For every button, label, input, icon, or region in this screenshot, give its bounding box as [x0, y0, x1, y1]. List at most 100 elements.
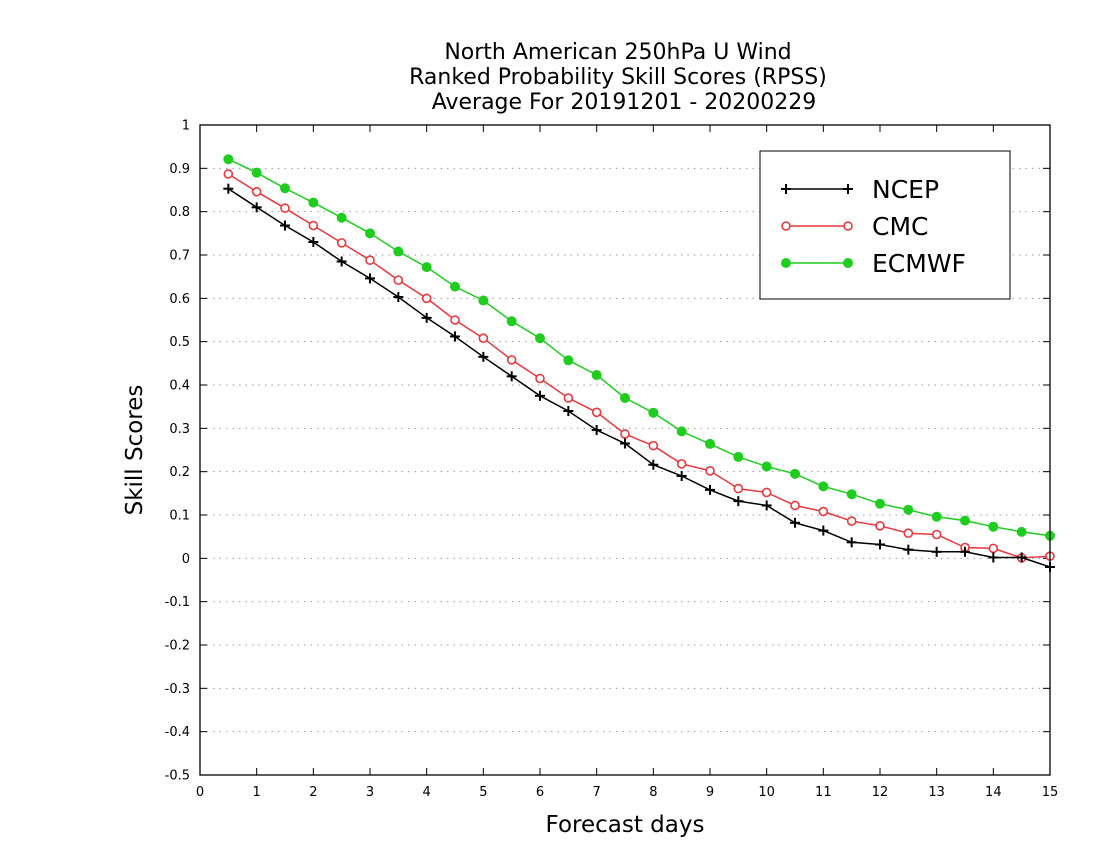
ncep-point	[1016, 552, 1027, 563]
legend-label-ecmwf: ECMWF	[872, 249, 966, 278]
x-tick-label: 13	[928, 785, 945, 800]
y-tick-label: -0.5	[165, 769, 190, 784]
y-tick-label: 0.1	[169, 509, 190, 524]
ncep-point	[931, 546, 942, 557]
x-tick-label: 6	[536, 785, 544, 800]
ncep-point	[761, 500, 772, 511]
ecmwf-point	[251, 167, 262, 178]
ncep-point	[421, 312, 432, 323]
cmc-point	[676, 459, 687, 469]
cmc-point	[535, 373, 545, 384]
ecmwf-point	[478, 295, 489, 306]
ecmwf-point	[1016, 526, 1027, 537]
x-tick-label: 12	[872, 785, 889, 800]
ncep-point	[563, 406, 574, 416]
ecmwf-point	[535, 333, 545, 344]
cmc-point	[450, 315, 460, 325]
x-tick-label: 11	[815, 785, 832, 800]
x-tick-label: 4	[423, 785, 431, 800]
cmc-point	[790, 500, 800, 511]
ecmwf-point	[648, 407, 659, 418]
cmc-point	[875, 521, 885, 531]
y-tick-label: 0	[182, 552, 190, 567]
ecmwf-point	[393, 246, 404, 257]
y-tick-label: 0.6	[169, 292, 190, 307]
y-tick-label: 0.5	[169, 335, 190, 350]
y-tick-label: 0.4	[169, 379, 190, 394]
legend-box	[759, 150, 1011, 300]
cmc-point	[478, 333, 489, 344]
cmc-point	[223, 169, 234, 179]
ncep-point	[251, 202, 262, 213]
ecmwf-point	[903, 504, 914, 515]
x-tick-label: 8	[649, 785, 657, 800]
x-tick-label: 2	[309, 785, 317, 800]
ecmwf-point	[308, 197, 319, 208]
cmc-point	[365, 255, 375, 266]
y-tick-label: 0.2	[169, 465, 190, 480]
cmc-point	[251, 186, 262, 197]
y-axis-label: Skill Scores	[122, 385, 148, 516]
ncep-point	[846, 537, 857, 548]
y-tick-label: 0.7	[169, 249, 190, 264]
ecmwf-point	[563, 355, 574, 366]
legend-item-ecmwf: ECMWF	[781, 249, 966, 278]
plot-area-frame	[199, 124, 1051, 776]
legend-label-cmc: CMC	[872, 212, 928, 241]
ecmwf-point	[705, 438, 715, 449]
legend-marker-start-ecmwf	[781, 258, 791, 268]
ecmwf-point	[280, 183, 290, 194]
ncep-point	[591, 425, 602, 436]
cmc-point	[818, 506, 829, 517]
ecmwf-point	[591, 370, 602, 381]
ncep-point	[450, 331, 460, 342]
ecmwf-point	[818, 481, 829, 492]
ncep-point	[336, 256, 347, 267]
legend-item-ncep: NCEP	[781, 175, 939, 204]
ncep-point	[988, 552, 999, 563]
cmc-point	[280, 203, 290, 213]
ncep-point	[308, 237, 319, 247]
ecmwf-point	[450, 281, 460, 292]
ncep-point	[393, 292, 404, 303]
ncep-point	[648, 459, 659, 470]
ncep-point	[676, 471, 687, 481]
legend-marker-end-cmc	[843, 221, 853, 231]
ecmwf-point	[365, 228, 375, 239]
x-tick-label: 14	[985, 785, 1002, 800]
ecmwf-point	[421, 262, 432, 273]
y-tick-label: 0.8	[169, 205, 190, 220]
series-ncep	[223, 183, 1055, 572]
x-tick-label: 1	[253, 785, 261, 800]
ncep-point	[506, 371, 517, 382]
cmc-point	[931, 529, 942, 540]
ncep-point	[790, 517, 800, 528]
legend: NCEP CMC ECMWF	[759, 150, 1011, 300]
title-line-1: North American 250hPa U Wind	[444, 40, 791, 65]
cmc-point	[393, 275, 404, 285]
ecmwf-point	[988, 521, 999, 532]
cmc-point	[903, 528, 914, 539]
y-tick-label: -0.4	[165, 725, 190, 740]
y-tick-label: 1	[182, 119, 190, 134]
ecmwf-point	[620, 393, 630, 403]
ecmwf-point	[676, 426, 687, 437]
title-line-2: Ranked Probability Skill Scores (RPSS)	[409, 65, 827, 90]
chart-title: North American 250hPa U Wind Ranked Prob…	[409, 40, 827, 115]
ncep-point	[875, 539, 885, 550]
legend-marker-end-ncep	[843, 184, 853, 194]
legend-marker-start-ncep	[781, 184, 791, 194]
x-tick-label: 15	[1042, 785, 1059, 800]
cmc-point	[591, 407, 602, 418]
cmc-point	[846, 516, 857, 526]
legend-marker-start-cmc	[781, 221, 791, 231]
ecmwf-point	[223, 154, 234, 165]
ncep-point	[620, 438, 630, 449]
x-tick-label: 3	[366, 785, 374, 800]
cmc-point	[988, 543, 999, 554]
title-line-3: Average For 20191201 - 20200229	[432, 90, 817, 115]
ncep-point	[733, 496, 744, 507]
x-tick-label: 0	[196, 785, 204, 800]
cmc-point	[761, 487, 772, 498]
ecmwf-point	[761, 461, 772, 472]
